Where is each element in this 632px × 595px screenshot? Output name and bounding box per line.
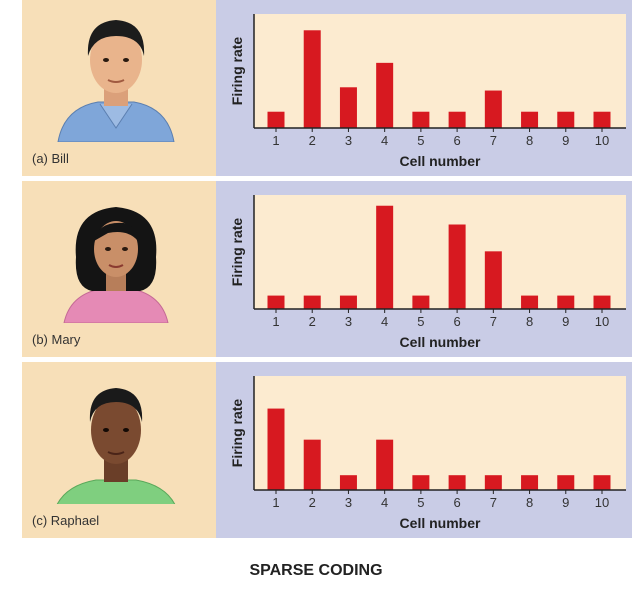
- bar: [557, 475, 575, 490]
- x-tick-label: 7: [490, 314, 497, 329]
- woman-portrait-icon: [63, 207, 169, 323]
- x-tick-label: 6: [453, 314, 460, 329]
- x-tick-label: 9: [562, 314, 569, 329]
- x-tick-label: 10: [595, 495, 609, 510]
- portrait-area: (a) Bill: [22, 0, 216, 176]
- bar: [593, 475, 611, 490]
- x-tick-label: 7: [490, 133, 497, 148]
- bar: [412, 295, 430, 309]
- bar: [557, 111, 575, 128]
- y-axis-label: Firing rate: [229, 399, 245, 468]
- x-tick-label: 2: [309, 133, 316, 148]
- bar: [376, 439, 394, 490]
- bar: [484, 475, 502, 490]
- x-tick-label: 9: [562, 495, 569, 510]
- bar: [448, 224, 466, 309]
- x-tick-label: 7: [490, 495, 497, 510]
- x-tick-label: 5: [417, 314, 424, 329]
- plot-background: [254, 195, 626, 309]
- firing-rate-chart: 1 2 3 4 5 6 7 8 9 10 Cell number Firing rate: [229, 14, 626, 169]
- x-tick-label: 10: [595, 133, 609, 148]
- bar: [267, 111, 285, 128]
- bar: [521, 111, 539, 128]
- x-tick-label: 4: [381, 495, 388, 510]
- x-tick-label: 3: [345, 314, 352, 329]
- bar: [448, 475, 466, 490]
- bar: [412, 475, 430, 490]
- panel-raphael: (c) Raphael 1 2 3 4 5 6 7 8 9 10 Cell number Firing…: [22, 362, 632, 538]
- x-axis-label: Cell number: [400, 153, 481, 169]
- x-tick-label: 6: [453, 495, 460, 510]
- panel-bill: (a) Bill 1 2 3 4 5 6 7 8 9 10 Cell number Firing ra…: [22, 0, 632, 176]
- bar: [339, 475, 357, 490]
- x-tick-label: 2: [309, 495, 316, 510]
- bar: [557, 295, 575, 309]
- x-tick-label: 9: [562, 133, 569, 148]
- x-tick-label: 8: [526, 133, 533, 148]
- bar: [484, 90, 502, 128]
- firing-rate-chart: 1 2 3 4 5 6 7 8 9 10 Cell number Firing rate: [229, 376, 626, 531]
- bar: [267, 295, 285, 309]
- x-tick-label: 4: [381, 133, 388, 148]
- panel-mary: (b) Mary 1 2 3 4 5 6 7 8 9 10 Cell number Firing ra…: [22, 181, 632, 357]
- bar: [376, 205, 394, 309]
- bar: [593, 111, 611, 128]
- panel-caption: (c) Raphael: [32, 513, 100, 528]
- x-tick-label: 3: [345, 133, 352, 148]
- x-tick-label: 8: [526, 495, 533, 510]
- bar: [303, 295, 321, 309]
- x-tick-label: 1: [272, 133, 279, 148]
- x-tick-label: 3: [345, 495, 352, 510]
- x-axis-label: Cell number: [400, 515, 481, 531]
- bar: [339, 295, 357, 309]
- bar: [484, 251, 502, 309]
- x-axis-label: Cell number: [400, 334, 481, 350]
- bar: [303, 439, 321, 490]
- bar: [267, 408, 285, 490]
- x-tick-label: 2: [309, 314, 316, 329]
- y-axis-label: Firing rate: [229, 37, 245, 106]
- x-tick-label: 1: [272, 314, 279, 329]
- x-tick-label: 1: [272, 495, 279, 510]
- bar: [339, 87, 357, 128]
- panel-caption: (b) Mary: [32, 332, 81, 347]
- bar: [593, 295, 611, 309]
- man-portrait-icon: [57, 20, 175, 142]
- man-portrait-icon: [56, 388, 176, 504]
- bar: [376, 62, 394, 128]
- portrait-area: (c) Raphael: [22, 362, 216, 538]
- x-tick-label: 5: [417, 495, 424, 510]
- x-tick-label: 6: [453, 133, 460, 148]
- x-tick-label: 5: [417, 133, 424, 148]
- bar: [303, 30, 321, 129]
- bar: [521, 295, 539, 309]
- x-tick-label: 4: [381, 314, 388, 329]
- portrait-area: (b) Mary: [22, 181, 216, 357]
- bar: [521, 475, 539, 490]
- y-axis-label: Firing rate: [229, 218, 245, 287]
- x-tick-label: 10: [595, 314, 609, 329]
- figure-title: SPARSE CODING: [249, 562, 383, 579]
- firing-rate-chart: 1 2 3 4 5 6 7 8 9 10 Cell number Firing rate: [229, 195, 626, 350]
- panel-caption: (a) Bill: [32, 151, 69, 166]
- x-tick-label: 8: [526, 314, 533, 329]
- bar: [412, 111, 430, 128]
- bar: [448, 111, 466, 128]
